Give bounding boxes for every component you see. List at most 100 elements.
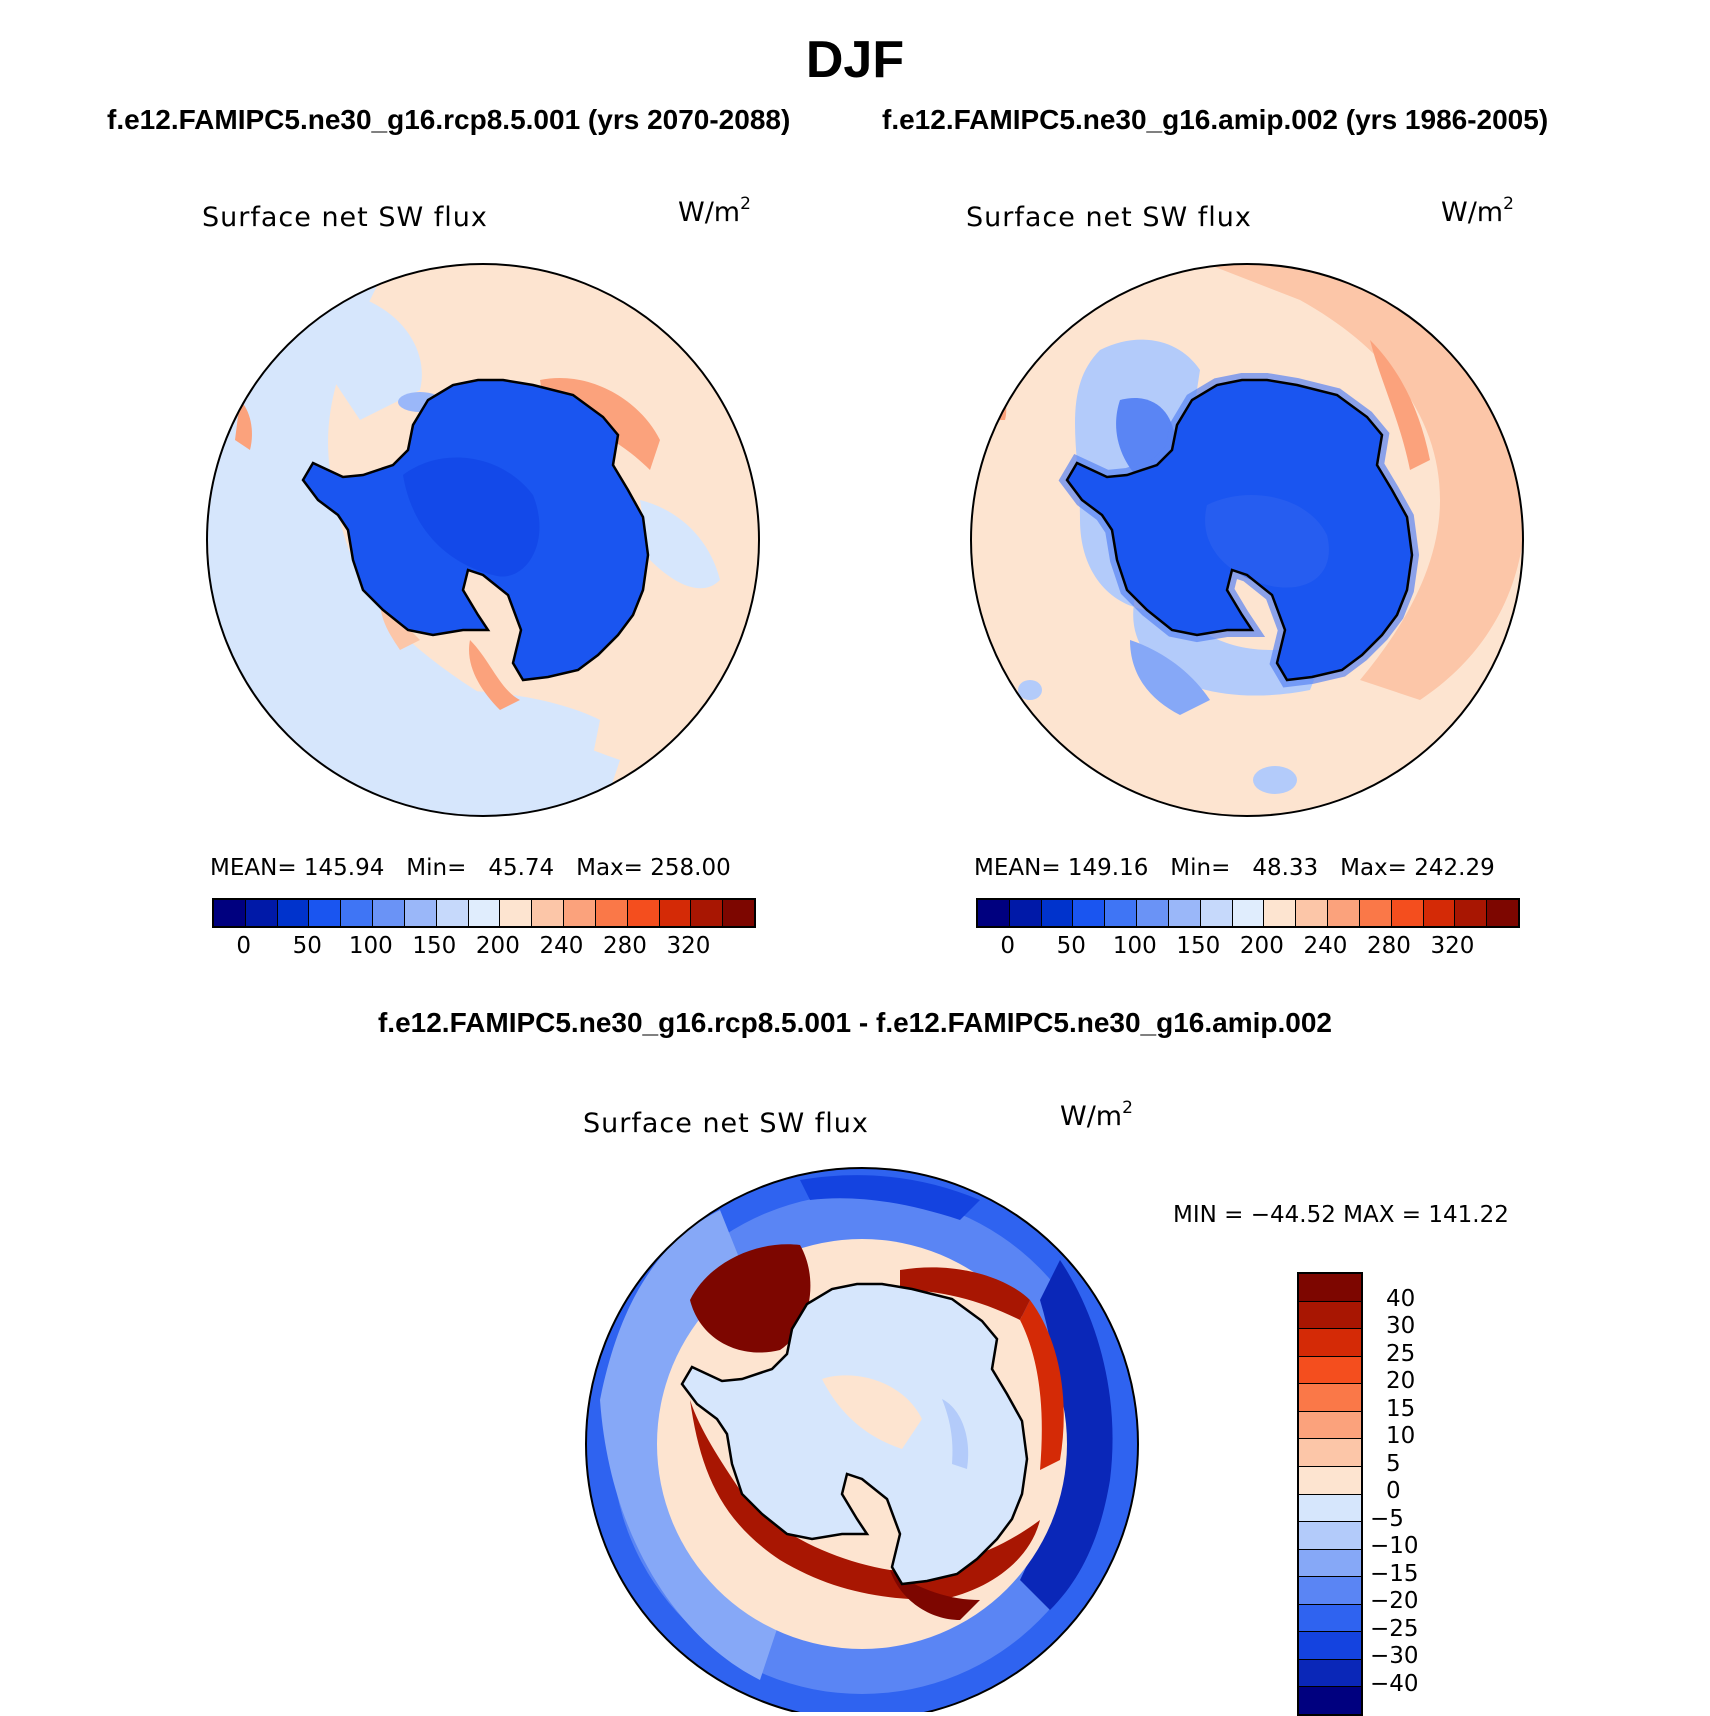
colorbar-swatch xyxy=(1299,1466,1361,1495)
colorbar-label: −25 xyxy=(1370,1615,1419,1642)
left-case-subtitle: f.e12.FAMIPC5.ne30_g16.rcp8.5.001 (yrs 2… xyxy=(107,104,791,135)
colorbar-swatch xyxy=(436,900,469,926)
panel1-variable-label: Surface net SW flux xyxy=(202,202,488,233)
panel1-stats: MEAN= 145.94 Min= 45.74 Max= 258.00 xyxy=(210,855,731,881)
colorbar-swatch xyxy=(1299,1356,1361,1385)
colorbar-label: 20 xyxy=(1386,1368,1416,1394)
colorbar-swatch xyxy=(978,900,1010,926)
colorbar-swatch xyxy=(1328,900,1360,926)
diff-units: W/m2 xyxy=(1060,1098,1133,1132)
colorbar-swatch xyxy=(564,900,596,926)
colorbar-tick-label: 100 xyxy=(1112,933,1157,959)
colorbar-swatch xyxy=(1455,900,1488,926)
colorbar-label: 25 xyxy=(1386,1340,1416,1367)
colorbar-swatch xyxy=(468,900,501,926)
colorbar-swatch xyxy=(1391,900,1424,926)
colorbar-tick-label: 0 xyxy=(236,933,252,959)
colorbar-swatch xyxy=(404,900,437,926)
colorbar-swatch xyxy=(373,900,405,926)
colorbar-swatch xyxy=(595,900,628,926)
colorbar-label: 10 xyxy=(1386,1423,1416,1449)
colorbar-label: −10 xyxy=(1370,1533,1419,1559)
colorbar-swatch xyxy=(1137,900,1169,926)
diff-colorbar-labels: 40 30 25 20 15 10 5 0 −5 −10 −15 −20 −25 −30 −40 xyxy=(1370,1272,1490,1712)
panel2-stats: MEAN= 149.16 Min= 48.33 Max= 242.29 xyxy=(974,855,1495,881)
colorbar-label: 30 xyxy=(1386,1313,1416,1339)
colorbar-swatch xyxy=(1264,900,1297,926)
colorbar-swatch xyxy=(1359,900,1392,926)
panel1-map xyxy=(206,263,760,817)
colorbar-swatch xyxy=(500,900,533,926)
colorbar-label: −5 xyxy=(1370,1505,1404,1532)
colorbar-tick-label: 200 xyxy=(1239,933,1284,959)
right-case-subtitle: f.e12.FAMIPC5.ne30_g16.amip.002 (yrs 198… xyxy=(882,104,1549,135)
colorbar-tick-label: 0 xyxy=(1000,933,1016,959)
panel1-colorbar-ticks: 0 50 100 150 200 240 280 320 xyxy=(212,933,752,963)
difference-title: f.e12.FAMIPC5.ne30_g16.rcp8.5.001 - f.e1… xyxy=(377,1007,1333,1038)
colorbar-label: −20 xyxy=(1370,1588,1419,1614)
colorbar-label: 0 xyxy=(1386,1478,1401,1504)
colorbar-swatch xyxy=(1299,1659,1361,1688)
colorbar-swatch xyxy=(1232,900,1265,926)
colorbar-tick-label: 320 xyxy=(1430,933,1475,959)
colorbar-tick-label: 280 xyxy=(1366,933,1411,959)
colorbar-label: −40 xyxy=(1370,1670,1419,1697)
colorbar-swatch xyxy=(1168,900,1201,926)
colorbar-swatch xyxy=(1296,900,1329,926)
panel2-units: W/m2 xyxy=(1441,194,1514,228)
colorbar-swatch xyxy=(1423,900,1456,926)
colorbar-swatch xyxy=(1299,1329,1361,1357)
colorbar-swatch xyxy=(1299,1494,1361,1523)
colorbar-swatch xyxy=(627,900,660,926)
colorbar-swatch xyxy=(1200,900,1233,926)
panel1-colorbar xyxy=(212,898,756,928)
colorbar-label: 5 xyxy=(1386,1450,1401,1477)
colorbar-swatch xyxy=(691,900,724,926)
colorbar-swatch xyxy=(245,900,278,926)
colorbar-tick-label: 280 xyxy=(602,933,647,959)
colorbar-tick-label: 100 xyxy=(348,933,393,959)
colorbar-swatch xyxy=(532,900,565,926)
colorbar-swatch xyxy=(1009,900,1042,926)
panel1-units: W/m2 xyxy=(678,194,751,228)
colorbar-label: 15 xyxy=(1386,1395,1416,1422)
colorbar-swatch xyxy=(1299,1384,1361,1412)
colorbar-swatch xyxy=(1299,1301,1361,1330)
figure-title: DJF xyxy=(805,31,905,89)
colorbar-swatch xyxy=(1299,1274,1361,1302)
colorbar-swatch xyxy=(659,900,692,926)
panel2-variable-label: Surface net SW flux xyxy=(966,202,1252,233)
colorbar-swatch xyxy=(723,900,755,926)
colorbar-label: 40 xyxy=(1386,1285,1416,1312)
colorbar-swatch xyxy=(1073,900,1106,926)
colorbar-swatch xyxy=(1299,1549,1361,1578)
diff-stats: MIN = −44.52 MAX = 141.22 xyxy=(1173,1202,1509,1228)
colorbar-tick-label: 200 xyxy=(475,933,520,959)
colorbar-tick-label: 150 xyxy=(412,933,457,959)
colorbar-swatch xyxy=(1299,1577,1361,1605)
colorbar-swatch xyxy=(1041,900,1074,926)
colorbar-swatch xyxy=(1299,1604,1361,1633)
colorbar-swatch xyxy=(1299,1439,1361,1467)
colorbar-tick-label: 50 xyxy=(292,933,322,959)
diff-variable-label: Surface net SW flux xyxy=(583,1108,869,1139)
panel2-colorbar xyxy=(976,898,1520,928)
colorbar-swatch xyxy=(1299,1687,1361,1714)
panel2-map xyxy=(970,263,1524,817)
colorbar-label: −30 xyxy=(1370,1643,1419,1669)
colorbar-label: −15 xyxy=(1370,1560,1419,1587)
diff-colorbar xyxy=(1297,1272,1363,1716)
colorbar-tick-label: 150 xyxy=(1176,933,1221,959)
colorbar-swatch xyxy=(214,900,246,926)
colorbar-swatch xyxy=(1105,900,1138,926)
panel2-colorbar-ticks: 0 50 100 150 200 240 280 320 xyxy=(976,933,1516,963)
colorbar-swatch xyxy=(341,900,374,926)
colorbar-swatch xyxy=(1299,1632,1361,1660)
colorbar-tick-label: 240 xyxy=(1303,933,1348,959)
diff-map xyxy=(585,1167,1139,1712)
colorbar-tick-label: 50 xyxy=(1056,933,1086,959)
colorbar-swatch xyxy=(309,900,342,926)
colorbar-swatch xyxy=(1299,1411,1361,1440)
colorbar-tick-label: 240 xyxy=(539,933,584,959)
